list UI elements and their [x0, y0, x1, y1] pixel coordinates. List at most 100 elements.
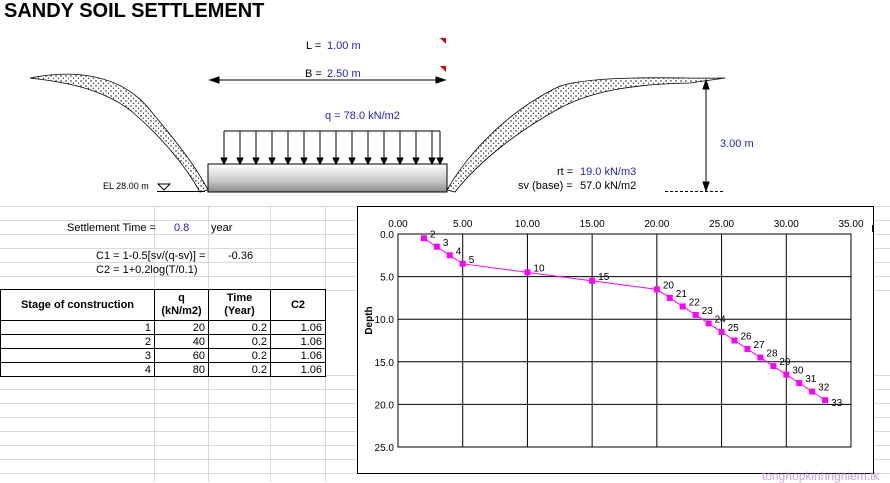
rt-value[interactable]: 19.0 kN/m3: [580, 166, 637, 178]
data-point: [446, 252, 453, 259]
x-tick-label: 15.00: [580, 219, 605, 230]
comment-indicator: [440, 66, 446, 72]
load-arrows: [220, 130, 444, 166]
data-point: [589, 277, 596, 284]
data-label: 23: [702, 306, 714, 317]
x-tick-label: 25.00: [709, 219, 734, 230]
col-header-stage: Stage of construction: [0, 289, 155, 321]
l-label: L =: [306, 40, 322, 52]
table-cell[interactable]: 40: [154, 334, 209, 349]
table-cell[interactable]: 0.2: [208, 362, 271, 377]
data-label: 25: [728, 323, 740, 334]
data-point: [433, 243, 440, 250]
table-cell[interactable]: 60: [154, 348, 209, 363]
table-cell[interactable]: 1.06: [270, 334, 326, 349]
y-tick-label: 15.0: [375, 358, 395, 369]
data-point: [420, 235, 427, 242]
q-value: q = 78.0 kN/m2: [325, 110, 400, 122]
data-point: [653, 286, 660, 293]
x-axis-label: N: [871, 224, 873, 235]
c1-formula: C1 = 1-0.5[sv/(q-sv)] =: [96, 250, 206, 262]
data-label: 15: [598, 272, 610, 283]
b-value[interactable]: 2.50 m: [327, 68, 361, 80]
y-tick-label: 10.0: [375, 315, 395, 326]
settlement-time-value[interactable]: 0.8: [174, 222, 190, 234]
table-cell[interactable]: 20: [154, 320, 209, 335]
sv-value: 57.0 kN/m2: [580, 180, 637, 192]
table-cell[interactable]: 1.06: [270, 362, 326, 377]
x-tick-label: 5.00: [453, 219, 473, 230]
data-label: 2: [430, 229, 436, 240]
l-value[interactable]: 1.00 m: [327, 40, 361, 52]
left-soil-slope: [29, 73, 209, 193]
b-label: B =: [305, 68, 322, 80]
depth-dimension-arrow: [702, 78, 710, 193]
data-point: [524, 269, 531, 276]
settlement-time-unit: year: [211, 222, 233, 234]
col-header-c2: C2: [270, 289, 326, 321]
c1-value: -0.36: [228, 250, 254, 262]
data-label: 24: [715, 314, 727, 325]
depth-n-chart[interactable]: 0.00 5.00 10.00 15.00 20.00 25.00 30.00 35.00 0.…: [357, 206, 879, 474]
watermark: tonghopkinhnghiem.tk: [762, 469, 880, 483]
data-label: 29: [779, 357, 791, 368]
data-label: 10: [533, 263, 545, 274]
plot-area: [397, 233, 852, 448]
data-point: [679, 303, 686, 310]
chart-svg: 0.00 5.00 10.00 15.00 20.00 25.00 30.00 35.00 0.…: [364, 219, 879, 454]
data-label: 33: [831, 398, 843, 409]
col-header-time: Time (Year): [208, 289, 271, 321]
data-label: 22: [689, 297, 701, 308]
data-point: [718, 328, 725, 335]
sheet-title: SANDY SOIL SETTLEMENT: [4, 0, 265, 22]
b-dimension-arrow: [208, 76, 447, 84]
x-tick-label: 10.00: [515, 219, 540, 230]
x-tick-label: 20.00: [644, 219, 669, 230]
rt-label: rt =: [557, 166, 574, 178]
table-cell[interactable]: 0.2: [208, 348, 271, 363]
table-cell[interactable]: 80: [154, 362, 209, 377]
data-label: 21: [676, 289, 688, 300]
c2-formula: C2 = 1+0.2log(T/0.1): [96, 264, 198, 276]
x-tick-label: 0.00: [388, 219, 408, 230]
footing: [207, 163, 448, 193]
data-label: 27: [753, 340, 765, 351]
table-cell[interactable]: 1: [0, 320, 155, 335]
depth-value: 3.00 m: [720, 138, 754, 150]
data-label: 20: [663, 280, 675, 291]
data-label: 4: [456, 246, 462, 257]
data-point: [770, 363, 777, 370]
table-cell[interactable]: 4: [0, 362, 155, 377]
data-point: [757, 354, 764, 361]
table-cell[interactable]: 1.06: [270, 320, 326, 335]
table-cell[interactable]: 3: [0, 348, 155, 363]
data-label: 28: [766, 349, 778, 360]
data-label: 26: [741, 332, 753, 343]
table-cell[interactable]: 0.2: [208, 320, 271, 335]
data-point: [744, 346, 751, 353]
table-cell[interactable]: 2: [0, 334, 155, 349]
data-point: [459, 260, 466, 267]
comment-indicator: [440, 38, 446, 44]
data-point: [822, 397, 829, 404]
data-point: [666, 294, 673, 301]
data-point: [783, 371, 790, 378]
y-axis-label: Depth: [364, 306, 375, 334]
right-soil-slope: [446, 77, 726, 193]
water-level-marker: [156, 183, 205, 192]
data-label: 5: [469, 255, 475, 266]
table-row: 1 20 0.2 1.06: [0, 320, 326, 335]
x-tick-label: 35.00: [838, 219, 863, 230]
table-cell[interactable]: 0.2: [208, 334, 271, 349]
settlement-time-label: Settlement Time =: [67, 222, 156, 234]
table-row: 3 60 0.2 1.06: [0, 348, 326, 363]
y-tick-label: 25.0: [375, 443, 395, 454]
table-cell[interactable]: 1.06: [270, 348, 326, 363]
sv-label: sv (base) =: [518, 180, 573, 192]
y-tick-label: 5.0: [380, 273, 394, 284]
el-label: EL 28.00 m: [103, 181, 149, 191]
data-label: 31: [805, 374, 817, 385]
data-point: [796, 380, 803, 387]
data-point: [692, 311, 699, 318]
